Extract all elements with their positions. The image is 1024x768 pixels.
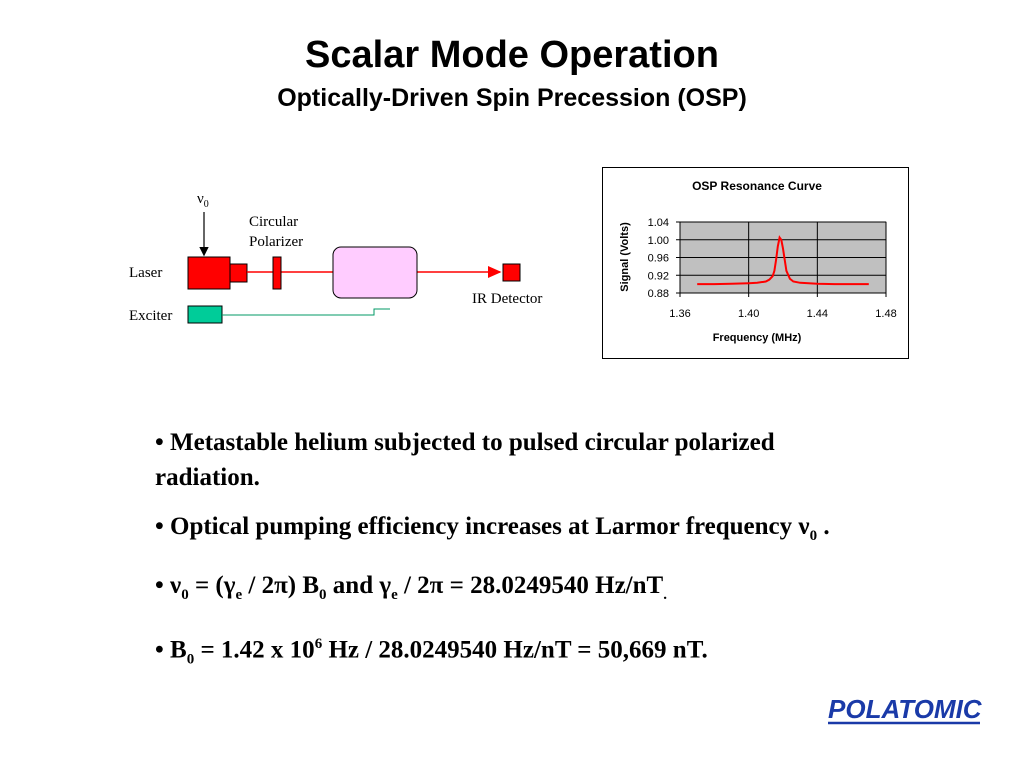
chart-svg: OSP Resonance Curve Frequency (MHz) Sign… [619, 179, 897, 344]
exciter-label: Exciter [129, 308, 173, 324]
y-tick-label: 0.92 [648, 270, 669, 282]
ir-detector [502, 263, 521, 282]
laser-body [187, 256, 231, 290]
y-tick-label: 1.00 [648, 235, 669, 247]
ir-detector-label: IR Detector [472, 291, 543, 307]
y-tick-label: 0.96 [648, 253, 669, 265]
y-tick-label: 0.88 [648, 288, 669, 300]
helium-cell [332, 246, 418, 299]
chart-title: OSP Resonance Curve [692, 179, 822, 193]
bullet-4: • B0 = 1.42 x 106 Hz / 28.0249540 Hz/nT … [155, 636, 708, 668]
resonance-chart: OSP Resonance Curve Frequency (MHz) Sign… [602, 167, 909, 359]
bullet-1: • Metastable helium subjected to pulsed … [155, 429, 775, 491]
x-tick-label: 1.44 [807, 308, 828, 320]
chart-ylabel: Signal (Volts) [619, 222, 631, 292]
y-tick-label: 1.04 [648, 217, 669, 229]
nu0-label: ν0 [197, 191, 209, 210]
chart-xlabel: Frequency (MHz) [713, 332, 802, 344]
bullet-2: • Optical pumping efficiency increases a… [155, 513, 830, 544]
exciter-line [222, 308, 390, 316]
x-tick-label: 1.36 [669, 308, 690, 320]
series-line [697, 235, 869, 286]
bullet-list: • Metastable helium subjected to pulsed … [155, 425, 875, 691]
polarizer-label-line1: Circular [249, 214, 299, 230]
slide-title: Scalar Mode Operation [305, 34, 719, 76]
laser-nozzle [229, 263, 248, 283]
x-tick-label: 1.48 [875, 308, 896, 320]
polarizer [272, 256, 282, 290]
polatomic-logo: POLATOMIC [826, 692, 983, 728]
exciter-body [187, 305, 223, 324]
laser-label: Laser [129, 265, 163, 281]
logo-text: POLATOMIC [828, 694, 982, 724]
slide-subtitle: Optically-Driven Spin Precession (OSP) [277, 84, 747, 112]
x-tick-label: 1.40 [738, 308, 759, 320]
polarizer-label-line2: Polarizer [249, 234, 304, 250]
bullet-3: • ν0 = (γe / 2π) B0 and γe / 2π = 28.024… [155, 572, 667, 603]
